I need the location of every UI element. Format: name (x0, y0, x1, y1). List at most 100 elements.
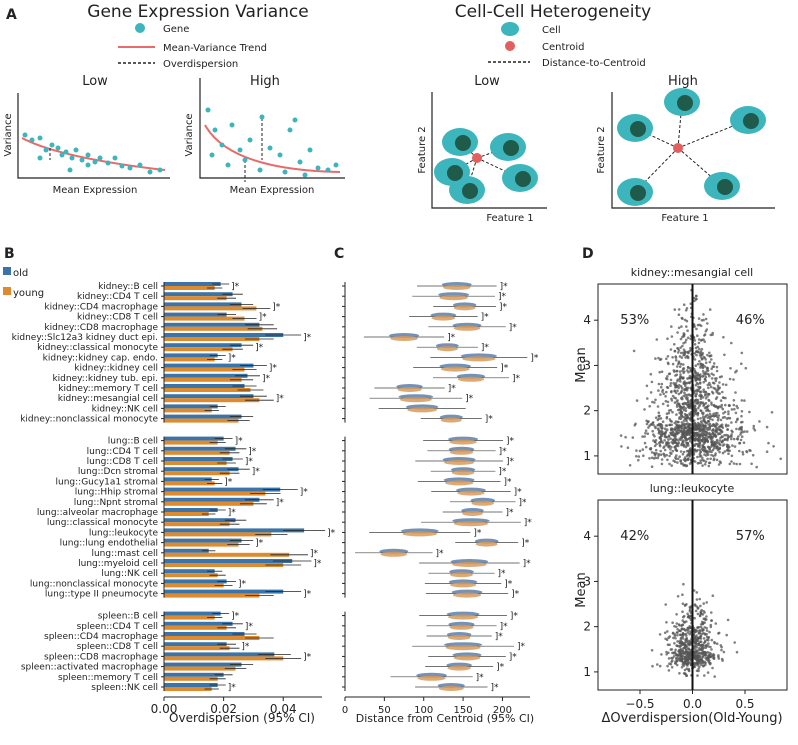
gene-point (693, 448, 696, 451)
gene-point (697, 317, 701, 320)
cell-high-cells (617, 88, 766, 206)
gene-point (674, 662, 677, 665)
gene-point (733, 407, 736, 411)
gene-point (679, 380, 682, 383)
gene-point (698, 651, 702, 655)
gene-point (43, 147, 49, 153)
young-bar (164, 552, 290, 557)
gene-point (671, 356, 674, 359)
gene-point (675, 373, 679, 377)
gene-point (703, 632, 706, 635)
gene-point (665, 415, 669, 419)
gene-point (643, 408, 646, 411)
gene-point (325, 167, 331, 173)
gene-point (663, 448, 667, 452)
gene-low-trend (21, 137, 166, 171)
category-label: lung::type II pneumocyte (45, 590, 159, 600)
trend-legend-label: Mean-Variance Trend (163, 43, 267, 54)
gene-point (686, 351, 689, 354)
gene-point (735, 427, 738, 431)
gene-point (719, 461, 722, 465)
y-tick-label: 4 (583, 529, 591, 543)
gene-point (688, 427, 692, 431)
gene-point (726, 446, 730, 450)
gene-point (714, 425, 718, 428)
gene-point (688, 430, 692, 434)
gene-point (637, 458, 640, 462)
gene-point (705, 643, 708, 647)
young-bar (164, 367, 245, 372)
gene-point (716, 432, 720, 436)
gene-point (662, 392, 665, 396)
gene-point (670, 390, 673, 394)
panel-c-letter: C (334, 246, 344, 262)
significance-mark: ]* (530, 353, 539, 363)
gene-point (684, 657, 687, 660)
gene-point (671, 449, 674, 453)
old-bar (164, 538, 242, 543)
cell-low-x-label: Feature 1 (486, 213, 533, 224)
gene-point (704, 317, 708, 321)
gene-point (707, 435, 711, 439)
gene-point (666, 400, 670, 404)
gene-point (658, 441, 661, 445)
significance-mark: ]* (498, 569, 507, 579)
gene-point (688, 455, 691, 458)
old-bar (164, 621, 233, 626)
gene-point (673, 343, 676, 346)
gene-point (679, 450, 683, 453)
gene-point (668, 462, 671, 466)
gene-low-y-label: Variance (3, 113, 14, 156)
gene-point (698, 394, 701, 398)
gene-point (722, 650, 726, 654)
category-label: kidney::CD4 T cell (77, 292, 158, 302)
young-bar (164, 471, 230, 476)
gene-point (701, 458, 704, 462)
category-label: lung::NK cell (101, 569, 158, 579)
category-label: kidney::NK cell (92, 404, 158, 414)
gene-point (710, 372, 713, 376)
gene-point (684, 338, 688, 342)
significance-mark: ]* (465, 394, 474, 404)
gene-point (147, 169, 153, 175)
gene-point (696, 674, 699, 677)
gene-point (715, 445, 718, 448)
young-bar (164, 522, 230, 527)
gene-point (652, 457, 656, 460)
gene-point (678, 365, 682, 369)
significance-mark: ]* (495, 632, 504, 642)
gene-point (704, 401, 708, 405)
gene-point (685, 307, 689, 310)
gene-point (127, 165, 133, 171)
gene-point (713, 675, 716, 678)
gene-point (705, 601, 708, 604)
gene-point (723, 450, 727, 453)
gene-point (717, 631, 721, 635)
x-tick-label: 0.04 (270, 702, 297, 716)
gene-point (698, 360, 701, 363)
significance-mark: ]* (303, 333, 312, 343)
gene-point (729, 367, 732, 370)
gene-point (745, 450, 748, 453)
gene-point (728, 404, 731, 407)
gene-point (665, 650, 668, 654)
gene-point (657, 389, 660, 392)
gene-point (687, 668, 690, 672)
category-label: kidney::CD8 macrophage (44, 323, 158, 333)
gene-point (675, 431, 679, 434)
gene-point (699, 451, 702, 454)
gene-point (730, 454, 734, 458)
gene-point (717, 416, 720, 420)
gene-point (700, 663, 703, 666)
gene-point (694, 379, 697, 382)
gene-point (633, 424, 637, 427)
gene-point (641, 435, 644, 438)
cell-low-cells (434, 128, 538, 204)
gene-point (257, 167, 263, 173)
gene-point (697, 435, 701, 439)
gene-point (670, 464, 673, 467)
gene-point (699, 611, 702, 614)
gene-point (85, 162, 91, 168)
gene-point (693, 650, 696, 654)
gene-point (686, 457, 690, 461)
